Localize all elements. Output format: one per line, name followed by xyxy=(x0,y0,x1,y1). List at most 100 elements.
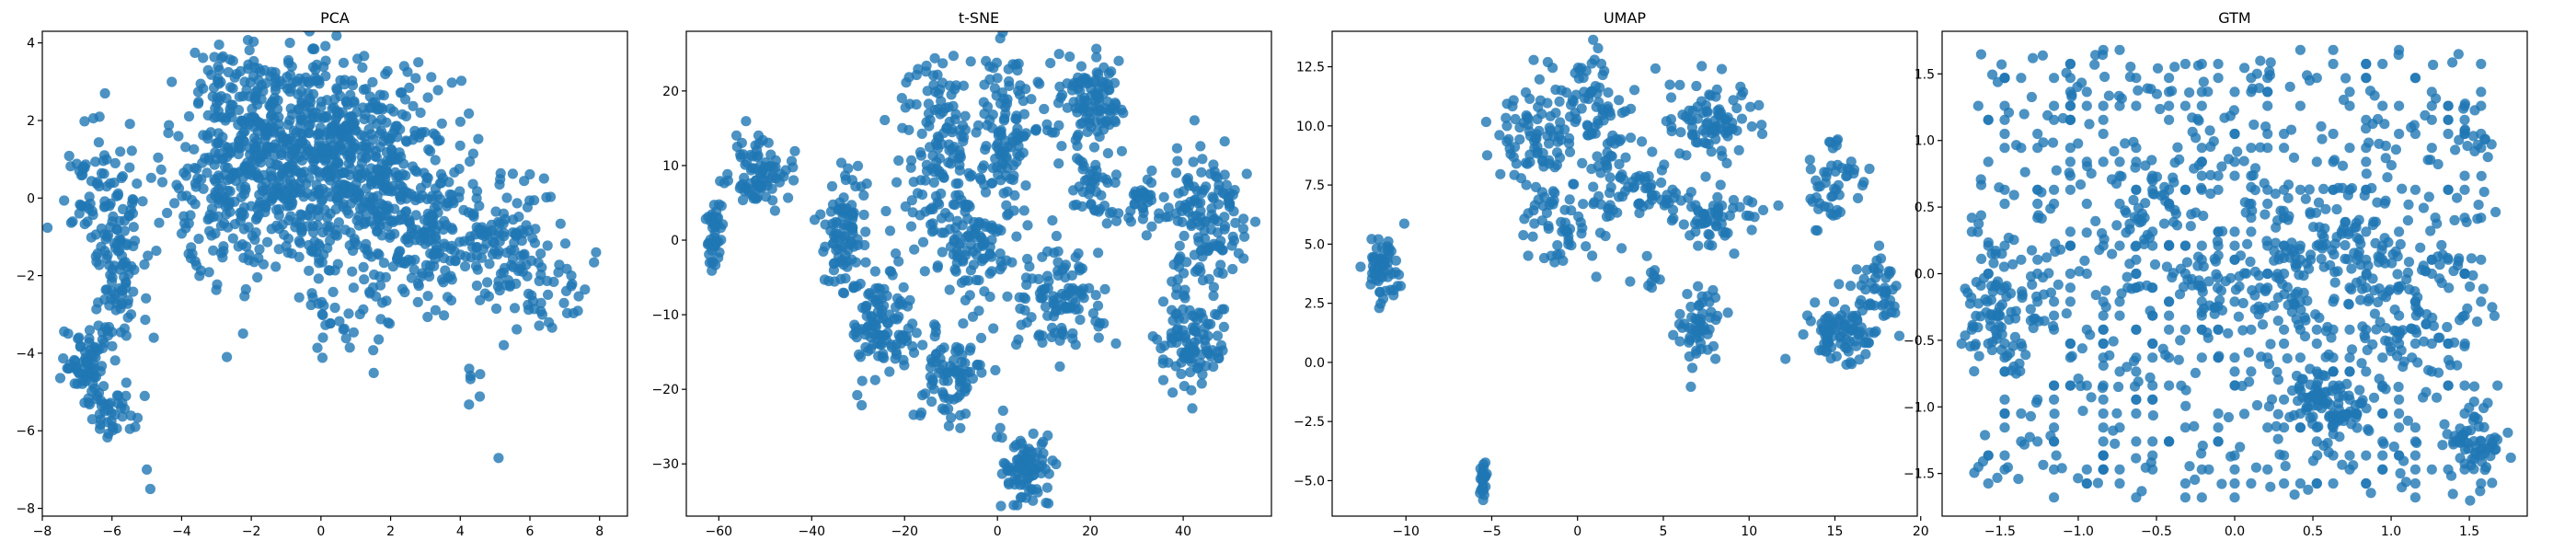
scatter-point xyxy=(296,115,307,126)
scatter-point xyxy=(1691,332,1702,343)
scatter-points xyxy=(700,10,1261,512)
scatter-point xyxy=(2362,344,2373,356)
scatter-point xyxy=(316,101,327,112)
scatter-point xyxy=(2232,146,2243,157)
scatter-point xyxy=(1880,272,1892,283)
scatter-point xyxy=(98,381,109,392)
scatter-point xyxy=(2453,49,2464,60)
scatter-point xyxy=(2382,172,2393,183)
scatter-point xyxy=(137,196,148,207)
scatter-point xyxy=(163,128,174,139)
scatter-point xyxy=(2393,381,2404,393)
scatter-point xyxy=(944,224,955,235)
scatter-point xyxy=(2056,463,2067,474)
scatter-point xyxy=(2081,86,2092,98)
scatter-point xyxy=(2007,259,2018,270)
scatter-point xyxy=(94,408,105,420)
scatter-point xyxy=(2476,296,2487,307)
scatter-point xyxy=(984,248,995,259)
scatter-point xyxy=(2485,451,2496,462)
scatter-point xyxy=(765,149,776,160)
scatter-point xyxy=(987,222,998,234)
scatter-point xyxy=(229,72,240,83)
scatter-point xyxy=(2355,294,2366,305)
scatter-point xyxy=(2361,156,2372,167)
scatter-point xyxy=(1991,328,2002,340)
scatter-point xyxy=(2098,114,2109,125)
scatter-point xyxy=(2147,410,2158,421)
scatter-point xyxy=(2279,143,2290,154)
scatter-point xyxy=(359,51,370,62)
scatter-point xyxy=(1064,288,1075,299)
scatter-point xyxy=(2412,357,2423,368)
scatter-point xyxy=(1856,294,1867,306)
scatter-point xyxy=(2176,380,2187,391)
scatter-point xyxy=(860,257,871,268)
scatter-point xyxy=(2346,284,2357,295)
scatter-point xyxy=(270,181,282,192)
scatter-point xyxy=(2196,184,2207,195)
scatter-point xyxy=(2329,277,2340,288)
scatter-point xyxy=(1880,290,1891,302)
scatter-point xyxy=(734,183,745,194)
scatter-point xyxy=(1230,217,1241,228)
scatter-point xyxy=(2289,489,2300,500)
scatter-point xyxy=(183,110,195,122)
y-tick-label: −5.0 xyxy=(1294,474,1325,489)
scatter-point xyxy=(1087,308,1098,319)
scatter-point xyxy=(1754,99,1765,110)
scatter-point xyxy=(2316,253,2327,265)
scatter-point xyxy=(1745,101,1756,112)
scatter-point xyxy=(454,116,466,127)
scatter-point xyxy=(246,112,257,123)
scatter-point xyxy=(1163,211,1174,223)
scatter-point xyxy=(1072,107,1083,118)
scatter-point xyxy=(1163,202,1174,213)
scatter-point xyxy=(1839,304,1851,316)
scatter-point xyxy=(1573,73,1584,84)
scatter-point xyxy=(1696,291,1708,302)
scatter-point xyxy=(2291,261,2302,272)
scatter-point xyxy=(1093,247,1104,259)
scatter-point xyxy=(860,226,871,237)
scatter-point xyxy=(306,153,317,164)
scatter-point xyxy=(2246,366,2257,377)
scatter-point xyxy=(257,181,268,192)
scatter-point xyxy=(730,130,742,141)
scatter-point xyxy=(2253,301,2264,312)
scatter-point xyxy=(1738,86,1749,98)
scatter-point xyxy=(162,207,173,219)
scatter-point xyxy=(1994,320,2005,331)
scatter-point xyxy=(955,409,966,420)
scatter-point xyxy=(273,111,284,122)
scatter-point xyxy=(1634,198,1645,209)
scatter-point xyxy=(2196,170,2207,181)
scatter-point xyxy=(1879,298,1890,310)
scatter-point xyxy=(385,103,396,114)
scatter-point xyxy=(2229,226,2240,237)
scatter-point xyxy=(925,10,935,20)
scatter-point xyxy=(916,128,927,139)
scatter-point xyxy=(1666,126,1677,137)
scatter-point xyxy=(1562,226,1573,237)
scatter-point xyxy=(1668,329,1679,340)
scatter-point xyxy=(464,399,475,410)
scatter-point xyxy=(2300,315,2311,326)
scatter-point xyxy=(1022,220,1033,231)
scatter-point xyxy=(2285,124,2297,135)
scatter-point xyxy=(202,109,213,121)
scatter-point xyxy=(2409,436,2421,447)
scatter-point xyxy=(270,261,282,272)
scatter-point xyxy=(895,332,906,343)
x-tick-label: 10 xyxy=(1741,524,1757,539)
scatter-point xyxy=(1012,64,1023,76)
scatter-point xyxy=(937,58,949,69)
scatter-point xyxy=(1187,322,1198,333)
scatter-point xyxy=(2032,198,2043,210)
scatter-point xyxy=(460,260,471,272)
scatter-point xyxy=(201,167,213,178)
scatter-point xyxy=(2100,285,2111,296)
scatter-point xyxy=(762,180,773,191)
scatter-point xyxy=(2049,296,2060,307)
